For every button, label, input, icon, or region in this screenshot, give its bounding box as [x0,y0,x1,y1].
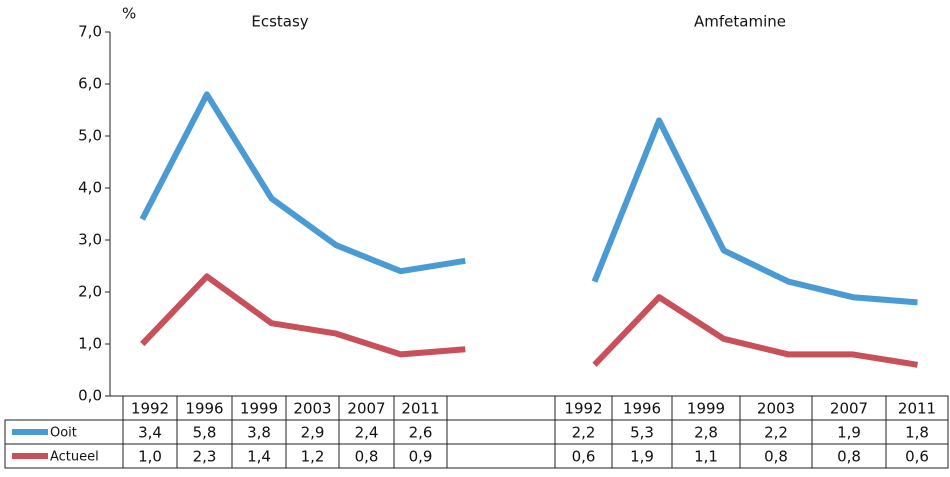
data-label: 1,4 [247,448,271,466]
y-tick-label: 1,0 [78,335,102,353]
x-tick-label: 1996 [185,400,223,418]
panel-title: Amfetamine [694,13,786,31]
legend-label: Actueel [50,450,99,465]
data-label: 0,9 [409,448,433,466]
y-tick-label: 0,0 [78,387,102,405]
data-label: 1,8 [905,424,929,442]
data-label: 2,6 [409,424,433,442]
data-label: 0,6 [572,448,596,466]
x-tick-label: 2003 [757,400,795,418]
x-tick-label: 2011 [401,400,439,418]
x-tick-label: 2003 [293,400,331,418]
table-cell [885,395,949,469]
x-tick-label: 1996 [623,400,661,418]
legend-swatch [12,453,48,459]
data-label: 1,2 [301,448,325,466]
data-label: 2,9 [301,424,325,442]
panel-title: Ecstasy [251,13,308,31]
x-tick-label: 1992 [131,400,169,418]
data-label: 0,8 [837,448,861,466]
y-tick-label: 5,0 [78,127,102,145]
series-line [139,91,918,306]
data-label: 0,8 [764,448,788,466]
series-line [140,273,918,368]
y-tick-label: 3,0 [78,231,102,249]
x-tick-label: 2007 [347,400,385,418]
data-label: 5,8 [193,424,217,442]
data-label: 5,3 [630,424,654,442]
data-label: 2,2 [572,424,596,442]
legend-swatch [12,429,48,435]
x-tick-label: 2007 [830,400,868,418]
y-tick-label: 4,0 [78,179,102,197]
y-axis-label: % [122,5,136,23]
table-cell [446,395,556,469]
data-label: 3,8 [247,424,271,442]
data-label: 2,2 [764,424,788,442]
data-label: 1,9 [837,424,861,442]
data-label: 2,8 [694,424,718,442]
data-label: 1,1 [694,448,718,466]
y-tick-label: 7,0 [78,23,102,41]
x-tick-label: 1999 [240,400,278,418]
x-tick-label: 1999 [687,400,725,418]
y-tick-label: 6,0 [78,75,102,93]
data-label: 1,9 [630,448,654,466]
x-tick-label: 1992 [564,400,602,418]
data-label: 0,6 [905,448,929,466]
data-label: 1,0 [138,448,162,466]
legend-label: Ooit [50,426,77,441]
data-label: 0,8 [355,448,379,466]
data-label: 2,4 [355,424,379,442]
y-tick-label: 2,0 [78,283,102,301]
data-label: 3,4 [138,424,162,442]
table-cell [4,443,124,469]
x-tick-label: 2011 [898,400,936,418]
data-label: 2,3 [193,448,217,466]
